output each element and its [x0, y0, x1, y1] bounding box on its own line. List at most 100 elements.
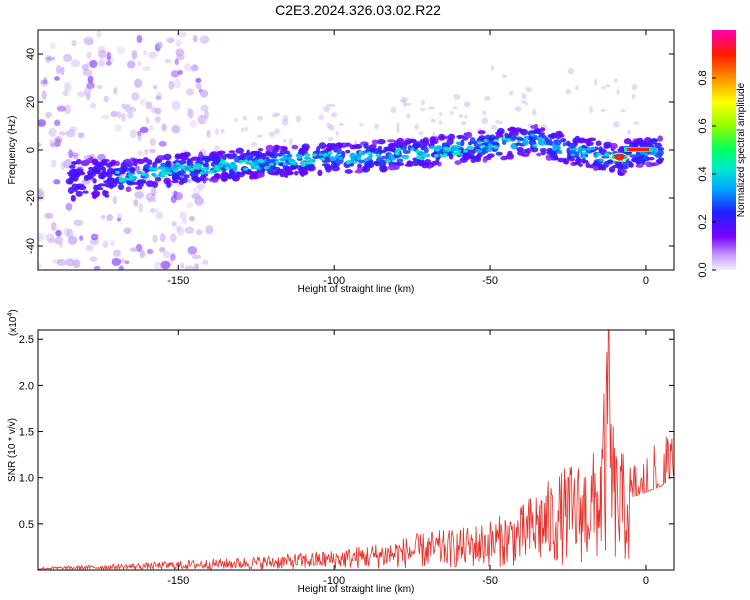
spectrogram-noise-cell: [119, 258, 126, 263]
spectrogram-band-cell: [131, 181, 139, 185]
spectrogram-core-cell: [300, 161, 306, 165]
spectrogram-core-cell: [442, 153, 448, 157]
spectrogram-noise-cell: [175, 225, 182, 232]
spectrogram-noise-cell: [463, 101, 471, 108]
spectrogram-noise-cell: [149, 124, 154, 131]
spectrogram-core-cell: [224, 166, 230, 170]
spectrogram-band-cell: [462, 136, 469, 141]
spectrogram-noise-cell: [131, 92, 140, 101]
spectrogram-band-cell: [87, 169, 95, 176]
spectrogram-band-cell: [151, 180, 159, 188]
spectrogram-band-cell: [277, 168, 286, 176]
spectrogram-noise-cell: [56, 64, 62, 75]
spectrogram-noise-cell: [204, 110, 209, 119]
spectrogram-noise-cell: [180, 262, 185, 269]
spectrogram-band-cell: [68, 173, 75, 177]
spectrogram-band-cell: [249, 174, 255, 180]
spectrogram-noise-cell: [139, 126, 149, 134]
spectrogram-band-cell: [396, 158, 404, 163]
spectrogram-noise-cell: [123, 227, 132, 235]
spectrogram-core-cell: [178, 165, 184, 169]
spectrogram-noise-cell: [137, 132, 142, 142]
colorbar-tick-label: 0.6: [697, 118, 709, 133]
spectrogram-core-cell: [388, 153, 394, 157]
spectrogram-band-cell: [569, 143, 575, 150]
spectrogram-noise-cell: [129, 247, 139, 252]
spectrogram-core-cell: [157, 166, 163, 170]
spectrogram-noise-cell: [106, 51, 111, 61]
spectrogram-noise-cell: [153, 85, 158, 90]
spectrogram-noise-cell: [338, 122, 344, 127]
spectrogram-band-cell: [576, 156, 581, 161]
spectrogram-noise-cell: [452, 106, 458, 110]
spectrogram-strong-peak-halo: [610, 152, 628, 162]
spectrogram-band-cell: [335, 147, 342, 155]
spectrogram-band-cell: [407, 139, 417, 143]
spectrogram-core-cell: [523, 135, 529, 139]
spectrogram-band-cell: [593, 160, 599, 166]
spectrogram-noise-cell: [66, 228, 74, 239]
spectrogram-core-cell: [208, 170, 214, 174]
colorbar-gradient: [712, 30, 736, 270]
spectrogram-band-cell: [386, 139, 396, 143]
spectrogram-band-cell: [647, 144, 655, 148]
spectrogram-core-cell: [375, 153, 381, 157]
spectrogram-band-cell: [106, 177, 115, 185]
spectrogram-band-cell: [93, 184, 98, 192]
spectrogram-noise-cell: [70, 59, 81, 68]
spectrogram-noise-cell: [129, 129, 137, 139]
spectrogram-band-cell: [203, 177, 209, 181]
spectrogram-noise-cell: [481, 117, 489, 125]
spectrogram-band-cell: [71, 161, 78, 165]
spectrogram-band-cell: [233, 155, 240, 163]
spectrogram-noise-cell: [179, 211, 187, 220]
spectrogram-band-cell: [514, 136, 523, 140]
snr-y-tick-label: 0.5: [19, 519, 34, 531]
spectrogram-band-cell: [132, 161, 138, 167]
spectrogram-core-cell: [263, 166, 269, 170]
spectrogram-core-cell: [570, 153, 576, 157]
spectrogram-noise-cell: [406, 113, 411, 119]
spectrogram-band-cell: [540, 149, 546, 156]
spectrogram-noise-cell: [144, 148, 149, 155]
spectrogram-band-cell: [232, 152, 237, 157]
spectrogram-noise-cell: [184, 226, 195, 234]
spectrogram-core-cell: [221, 161, 227, 165]
spectrogram-band-cell: [563, 158, 570, 165]
colorbar-tick-label: 0.2: [697, 214, 709, 229]
spectrogram-core-cell: [456, 144, 462, 148]
spectrogram-core-cell: [173, 169, 179, 173]
spectrogram-noise-cell: [51, 159, 57, 168]
spectrogram-band-cell: [582, 159, 589, 163]
spectrogram-noise-cell: [164, 58, 172, 64]
spectrogram-panel: -150 -100 -50 0 40 20 0 -20 -40 Height of strai…: [7, 29, 675, 295]
spectrogram-band-cell: [67, 187, 75, 194]
spectrogram-band-cell: [274, 170, 280, 176]
spectrogram-band-cell: [516, 146, 524, 153]
spectrogram-band-cell: [587, 138, 592, 142]
spectrogram-core-cell: [552, 147, 558, 151]
spectrogram-noise-cell: [137, 60, 142, 67]
spectrogram-noise-cell: [159, 233, 166, 243]
spectrogram-noise-cell: [110, 110, 118, 118]
spectrogram-noise-cell: [134, 165, 141, 172]
spectrogram-core-cell: [420, 155, 426, 160]
spectrogram-x-axis-label: Height of straight line (km): [298, 284, 415, 295]
spectrogram-core-cell: [492, 145, 498, 149]
spectrogram-band-cell: [431, 160, 439, 166]
spectrogram-core-cell: [350, 152, 356, 156]
spectrogram-core-cell: [286, 156, 292, 160]
spectrogram-band-cell: [221, 171, 229, 178]
spectrogram-band-cell: [198, 158, 203, 164]
spectrogram-band-cell: [547, 138, 553, 146]
spectrogram-noise-cell: [82, 69, 93, 77]
spectrogram-cells: [38, 30, 665, 270]
spectrogram-band-cell: [565, 140, 571, 146]
spectrogram-band-cell: [163, 153, 172, 161]
colorbar-ticks: 0.0 0.2 0.4 0.6 0.8: [697, 70, 716, 278]
spectrogram-noise-cell: [126, 60, 136, 69]
spectrogram-noise-cell: [162, 250, 171, 259]
spectrogram-x-tick-label: 0: [643, 275, 649, 287]
spectrogram-core-cell: [581, 151, 587, 155]
colorbar-tick-label: 0.8: [697, 70, 709, 85]
